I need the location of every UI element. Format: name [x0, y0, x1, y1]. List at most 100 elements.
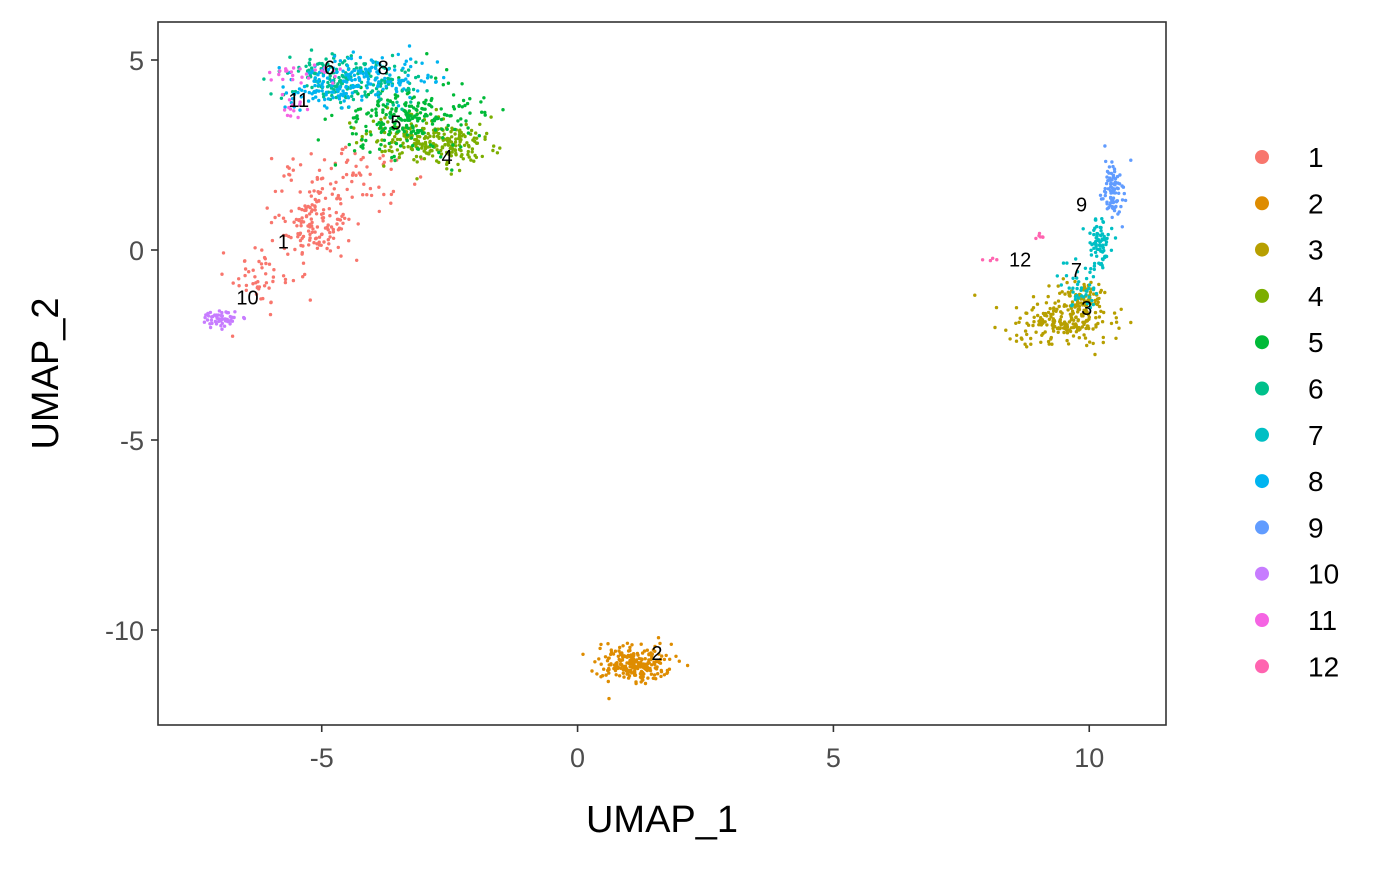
- data-point: [480, 154, 484, 159]
- data-point: [341, 89, 345, 93]
- data-point: [581, 652, 585, 656]
- legend-key: [1255, 150, 1269, 164]
- data-point: [393, 158, 397, 163]
- data-point: [306, 229, 311, 233]
- cluster-label-7: 7: [1071, 260, 1082, 282]
- data-point: [618, 658, 622, 662]
- data-point: [323, 117, 327, 121]
- axes-layer: -5 0 5 10 5 0 -5 -10: [105, 46, 1104, 773]
- data-point: [422, 114, 427, 118]
- data-point: [1075, 327, 1080, 331]
- series-2-points: [581, 636, 690, 701]
- data-point: [430, 149, 434, 153]
- data-point: [657, 660, 661, 665]
- data-point: [374, 66, 378, 71]
- data-point: [356, 107, 360, 112]
- data-point: [331, 69, 336, 73]
- data-point: [383, 144, 387, 148]
- data-point: [317, 78, 321, 82]
- data-point: [641, 675, 645, 679]
- data-point: [288, 55, 292, 59]
- data-point: [654, 677, 658, 681]
- data-point: [459, 145, 463, 149]
- data-point: [352, 149, 357, 153]
- data-point: [639, 642, 643, 646]
- data-point: [642, 649, 647, 653]
- data-point: [430, 105, 434, 109]
- legend-label: 12: [1308, 651, 1339, 682]
- data-point: [400, 118, 404, 122]
- data-point: [1112, 208, 1117, 213]
- data-point: [478, 122, 482, 127]
- data-point: [638, 672, 643, 676]
- data-point: [1047, 317, 1052, 321]
- data-point: [607, 667, 611, 672]
- data-point: [283, 105, 287, 109]
- data-point: [1057, 327, 1062, 331]
- data-point: [353, 77, 357, 82]
- legend-label: 4: [1308, 281, 1324, 312]
- data-point: [287, 98, 292, 102]
- data-point: [331, 81, 335, 85]
- data-point: [1084, 326, 1088, 331]
- data-point: [378, 156, 382, 160]
- data-point: [215, 316, 219, 320]
- data-point: [401, 66, 405, 71]
- data-point: [650, 663, 654, 667]
- data-point: [299, 95, 303, 99]
- data-point: [622, 667, 627, 671]
- data-point: [396, 116, 401, 120]
- data-point: [453, 127, 457, 132]
- data-point: [597, 657, 601, 661]
- data-point: [296, 90, 300, 95]
- data-point: [352, 84, 357, 89]
- data-point: [312, 79, 316, 83]
- data-point: [304, 64, 308, 69]
- data-point: [995, 258, 999, 262]
- data-point: [1059, 283, 1064, 287]
- data-point: [1098, 193, 1103, 197]
- data-point: [371, 83, 376, 87]
- data-point: [638, 675, 643, 679]
- data-point: [329, 90, 334, 94]
- legend-item: 5: [1255, 327, 1324, 358]
- data-point: [381, 128, 386, 132]
- data-point: [282, 108, 287, 112]
- data-point: [1103, 193, 1108, 198]
- data-point: [264, 261, 268, 266]
- data-point: [379, 117, 383, 122]
- legend-item: 3: [1255, 235, 1324, 266]
- data-point: [1111, 175, 1116, 179]
- legend-item: 11: [1255, 605, 1337, 636]
- data-point: [410, 124, 414, 128]
- data-point: [302, 84, 307, 89]
- data-point: [321, 211, 325, 216]
- data-point: [354, 141, 359, 145]
- data-point: [413, 182, 417, 186]
- data-point: [613, 649, 618, 653]
- data-point: [335, 70, 339, 74]
- data-point: [341, 147, 345, 152]
- data-point: [1062, 322, 1067, 326]
- data-point: [267, 262, 272, 266]
- data-point: [641, 662, 646, 666]
- data-point: [345, 187, 349, 192]
- data-point: [409, 131, 413, 135]
- data-point: [354, 120, 358, 124]
- data-point: [392, 64, 397, 69]
- data-point: [346, 56, 351, 60]
- data-point: [641, 665, 646, 670]
- data-point: [643, 657, 647, 661]
- data-point: [431, 118, 435, 123]
- x-tick-label: 0: [570, 743, 585, 773]
- data-point: [1066, 308, 1070, 312]
- data-point: [1017, 320, 1021, 324]
- data-point: [1063, 292, 1067, 296]
- legend-key: [1255, 474, 1269, 489]
- data-point: [374, 93, 378, 97]
- data-point: [277, 72, 281, 77]
- data-point: [359, 157, 363, 162]
- data-point: [1087, 295, 1091, 299]
- data-point: [1103, 190, 1108, 195]
- data-point: [593, 660, 597, 664]
